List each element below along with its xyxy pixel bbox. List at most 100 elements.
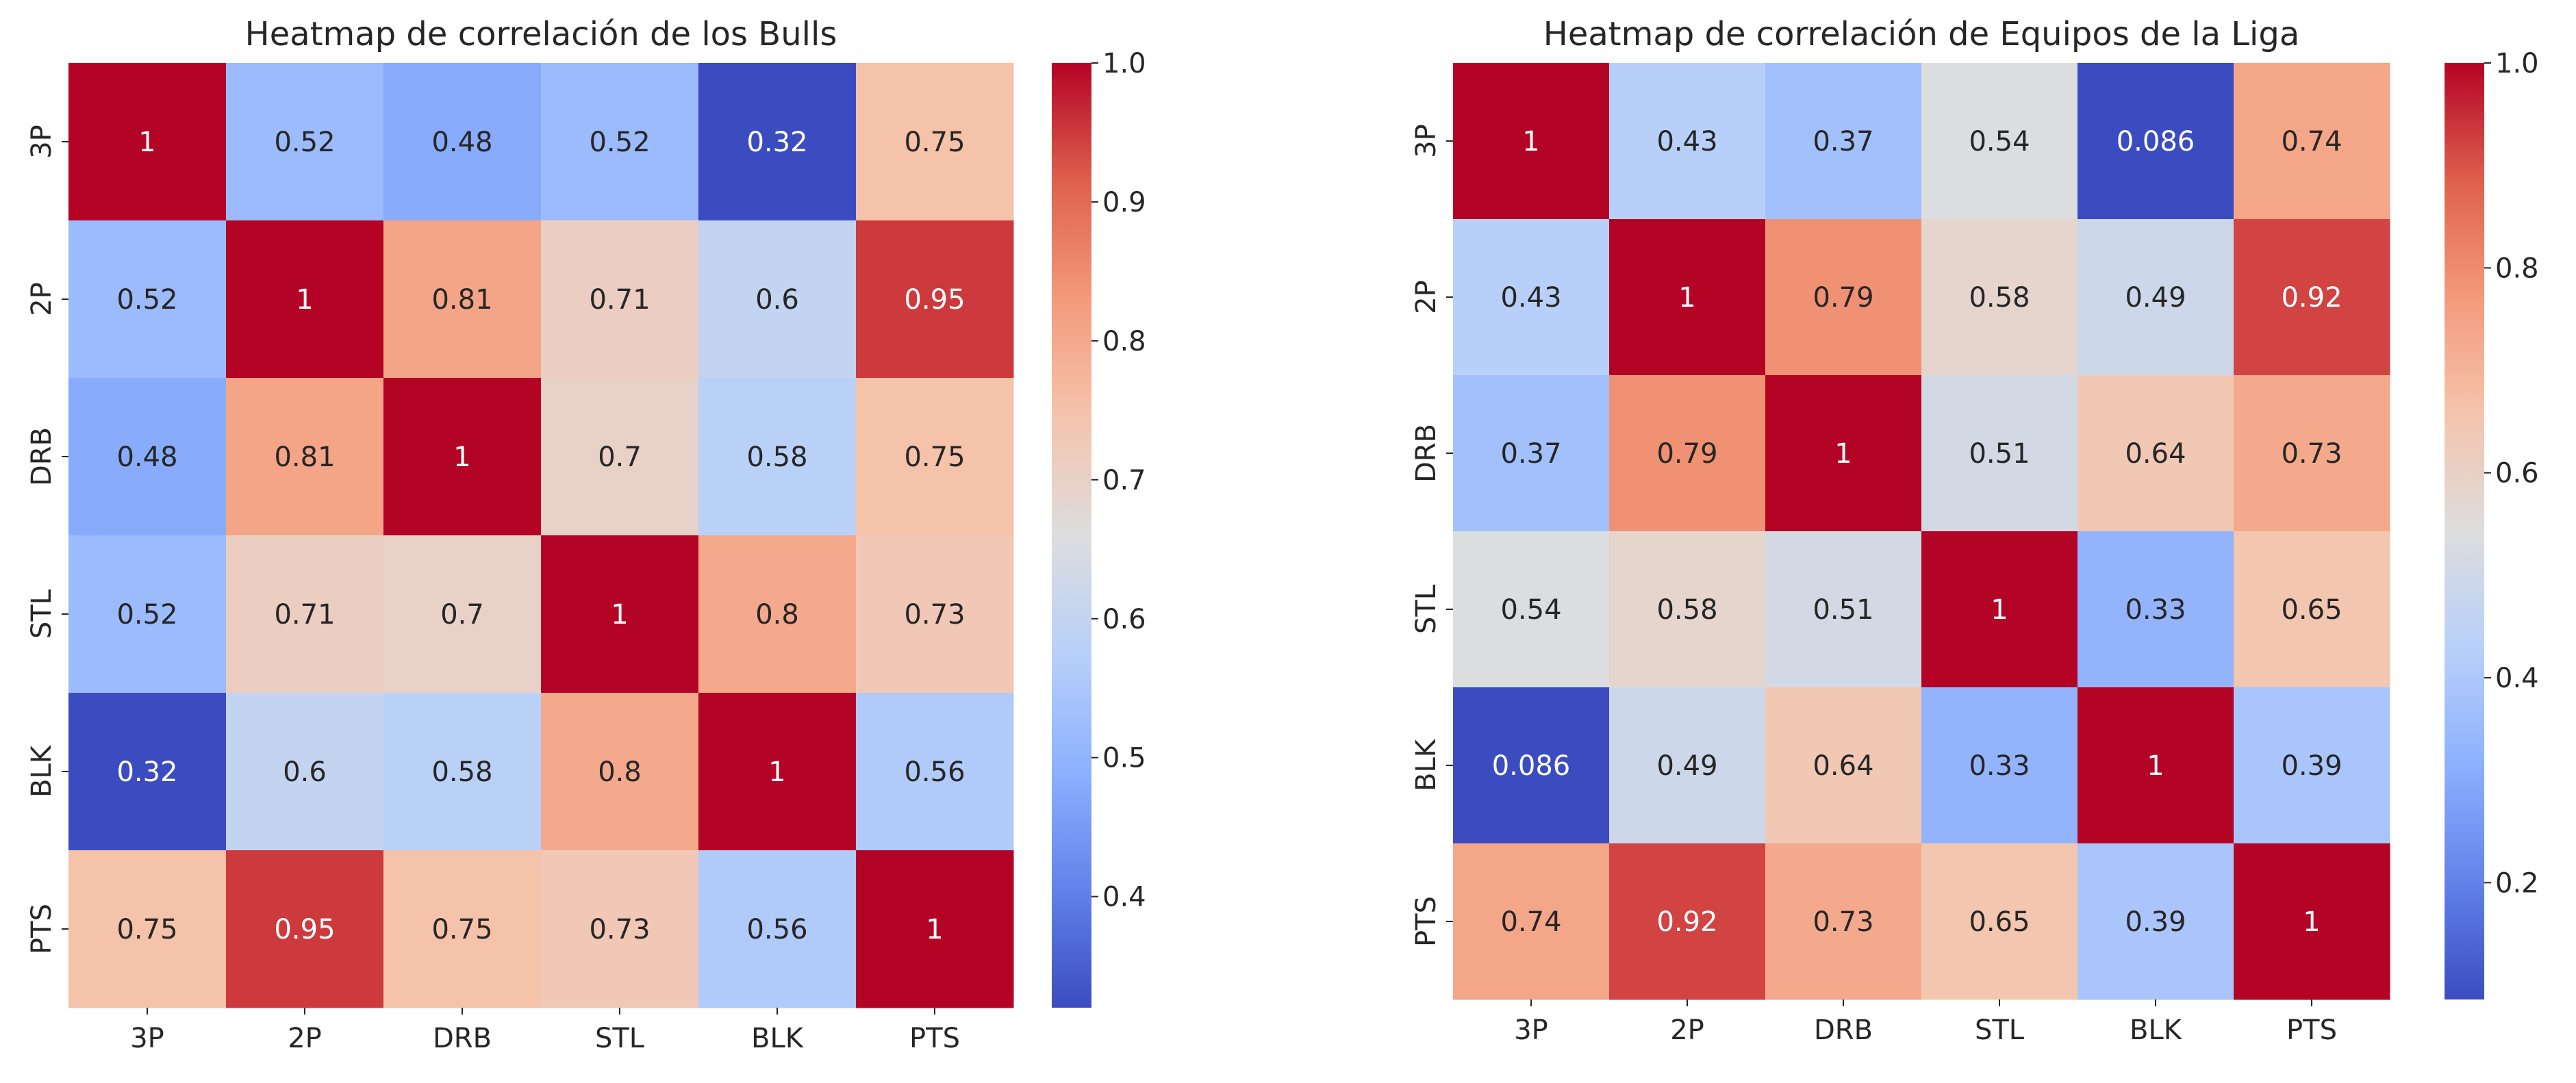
heatmap-cell-blk-stl xyxy=(541,693,699,851)
heatmap-cell-2p-blk xyxy=(2078,219,2234,376)
heatmap-cell-blk-blk xyxy=(698,693,857,851)
heatmap-cell-label: 0.75 xyxy=(904,127,965,158)
heatmap-cell-blk-3p xyxy=(68,693,227,851)
colorbar-tick-label: 0.6 xyxy=(2495,458,2539,489)
heatmap-cell-label: 0.73 xyxy=(589,914,650,945)
heatmap-cell-label: 0.79 xyxy=(1656,438,1717,470)
heatmap-cell-2p-3p xyxy=(68,220,227,379)
heatmap-cell-label: 0.95 xyxy=(904,284,965,316)
heatmap-cell-label: 0.6 xyxy=(283,756,327,788)
heatmap-cell-stl-2p xyxy=(226,535,384,693)
heatmap-cell-3p-3p xyxy=(68,63,227,221)
x-tick-label: BLK xyxy=(2130,1015,2183,1046)
colorbar: 0.2 0.4 0.6 0.8 1.0 xyxy=(2445,48,2539,999)
heatmap-cell-label: 0.32 xyxy=(746,127,807,158)
heatmap-cell-label: 0.33 xyxy=(2125,594,2186,626)
x-tick-label: PTS xyxy=(909,1023,960,1054)
heatmap-cell-2p-drb xyxy=(1765,219,1922,376)
heatmap-cell-label: 1 xyxy=(1991,594,2008,626)
heatmap-cell-label: 0.73 xyxy=(904,599,965,630)
heatmap-cell-label: 0.75 xyxy=(904,442,965,473)
heatmap-cell-label: 0.51 xyxy=(1813,594,1873,626)
y-tick-label: 2P xyxy=(26,282,58,316)
heatmap-cell-2p-blk xyxy=(698,220,857,379)
heatmap-cell-label: 0.6 xyxy=(755,284,799,316)
heatmap-cell-label: 0.64 xyxy=(1813,750,1873,782)
colorbar-tick-label: 1.0 xyxy=(2495,48,2539,79)
heatmap-cell-label: 0.33 xyxy=(1969,750,2030,782)
heatmap-cell-3p-drb xyxy=(383,63,542,221)
heatmap-cell-3p-drb xyxy=(1765,63,1922,220)
x-tick-label: 2P xyxy=(1670,1015,1704,1046)
colorbar-gradient xyxy=(1052,63,1091,1008)
heatmap-cell-2p-stl xyxy=(1921,219,2078,376)
heatmap-cell-label: 0.37 xyxy=(1500,438,1561,470)
heatmap-cell-label: 1 xyxy=(768,756,785,788)
x-tick-label: STL xyxy=(1975,1015,2025,1046)
heatmap-cell-blk-2p xyxy=(226,693,384,851)
x-axis-ticks: 3P 2P DRB STL BLK PTS xyxy=(130,1008,960,1054)
heatmap-cell-label: 0.51 xyxy=(1969,438,2030,470)
heatmap-cell-label: 0.48 xyxy=(431,127,492,158)
heatmap-cell-label: 0.65 xyxy=(2281,594,2342,626)
heatmap-cell-label: 0.43 xyxy=(1656,126,1717,157)
heatmap-cell-label: 0.81 xyxy=(274,442,335,473)
heatmap-cell-3p-2p xyxy=(226,63,384,221)
heatmap-cell-label: 1 xyxy=(1834,438,1852,470)
heatmap-cell-2p-drb xyxy=(383,220,542,379)
heatmap-cell-stl-pts xyxy=(2234,531,2390,688)
x-tick-label: DRB xyxy=(1814,1015,1873,1046)
heatmap-cell-drb-3p xyxy=(68,378,227,536)
heatmap-cell-label: 0.71 xyxy=(274,599,335,630)
x-tick-label: 3P xyxy=(130,1023,164,1054)
heatmap-cell-blk-pts xyxy=(856,693,1014,851)
heatmap-cell-blk-drb xyxy=(1765,687,1922,844)
y-tick-label: DRB xyxy=(1411,424,1442,483)
heatmap-cell-label: 0.52 xyxy=(589,127,650,158)
heatmap-cell-drb-pts xyxy=(856,378,1014,536)
heatmap-cell-label: 0.75 xyxy=(116,914,177,945)
heatmap-cell-pts-pts xyxy=(856,850,1014,1008)
heatmap-cell-pts-blk xyxy=(698,850,857,1008)
heatmap-cell-drb-stl xyxy=(541,378,699,536)
heatmap-cell-label: 0.52 xyxy=(116,284,177,316)
heatmap-cell-pts-blk xyxy=(2078,843,2234,1000)
heatmap-cell-pts-2p xyxy=(1609,843,1766,1000)
heatmap-cell-label: 0.73 xyxy=(1813,906,1873,938)
heatmap-cell-3p-stl xyxy=(1921,63,2078,220)
heatmap-cell-2p-2p xyxy=(1609,219,1766,376)
colorbar-gradient xyxy=(2445,63,2484,999)
heatmap-cell-pts-2p xyxy=(226,850,384,1008)
heatmap-cells: 1 0.52 0.48 0.52 0.32 0.750.52 1 0.81 0.71 0.6 0.9… xyxy=(68,63,1014,1008)
heatmap-cell-label: 1 xyxy=(1522,126,1539,157)
heatmap-cell-stl-pts xyxy=(856,535,1014,693)
heatmap-cell-label: 0.58 xyxy=(746,442,807,473)
heatmap-cell-label: 0.92 xyxy=(1656,906,1717,938)
heatmap-cell-label: 0.81 xyxy=(431,284,492,316)
y-tick-label: BLK xyxy=(26,744,58,798)
x-tick-label: BLK xyxy=(751,1023,805,1054)
x-tick-label: 3P xyxy=(1514,1015,1548,1046)
heatmap-cell-drb-drb xyxy=(383,378,542,536)
x-tick-label: DRB xyxy=(433,1023,492,1054)
heatmap-cell-label: 0.56 xyxy=(904,756,965,788)
heatmap-cell-2p-2p xyxy=(226,220,384,379)
x-tick-label: STL xyxy=(595,1023,645,1054)
heatmap-cell-blk-blk xyxy=(2078,687,2234,844)
colorbar-tick-label: 0.8 xyxy=(1102,326,1146,357)
heatmap-cell-drb-2p xyxy=(1609,375,1766,532)
heatmap-cell-label: 0.49 xyxy=(2125,282,2186,314)
heatmap-cell-label: 1 xyxy=(453,442,470,473)
colorbar-tick-label: 0.9 xyxy=(1102,187,1146,218)
y-tick-label: STL xyxy=(26,589,58,639)
heatmap-cell-label: 1 xyxy=(138,127,155,158)
heatmap-cell-pts-drb xyxy=(1765,843,1922,1000)
y-tick-label: 2P xyxy=(1411,280,1442,314)
colorbar-tick-label: 1.0 xyxy=(1102,48,1146,79)
heatmap-cell-stl-blk xyxy=(698,535,857,693)
y-tick-label: 3P xyxy=(1411,124,1442,158)
heatmap-cell-label: 1 xyxy=(2303,906,2320,938)
heatmap-cell-pts-drb xyxy=(383,850,542,1008)
heatmap-cell-label: 0.75 xyxy=(431,914,492,945)
